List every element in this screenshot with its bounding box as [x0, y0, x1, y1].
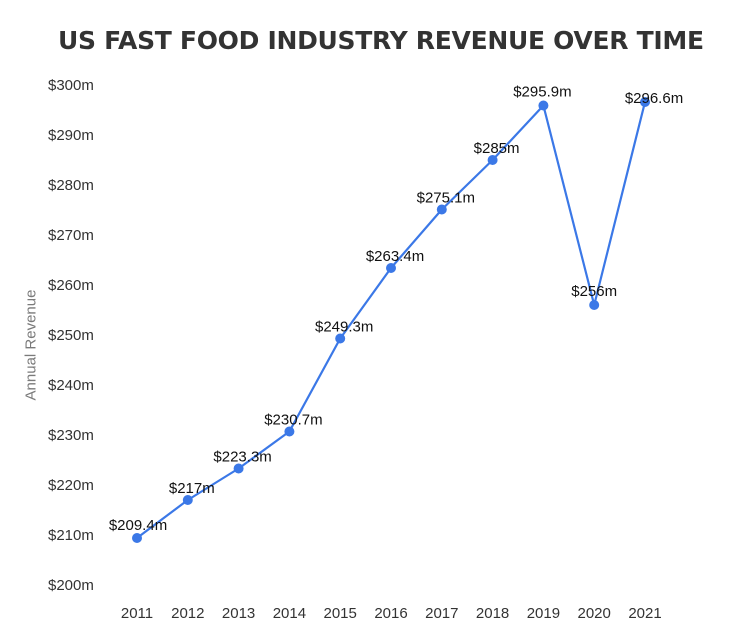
y-tick-label: $210m	[48, 527, 94, 544]
y-tick-label: $300m	[48, 77, 94, 94]
y-axis-ticks: $200m $210m $220m $230m $240m $250m $260m $270m…	[48, 77, 94, 594]
data-point	[436, 204, 447, 215]
data-point	[182, 495, 193, 505]
data-label: $295.9m	[513, 84, 571, 101]
y-tick-label: $270m	[48, 227, 94, 244]
data-labels-layer: $209.4m $217m $223.3m $230.7m $249.3m $263.4m…	[109, 84, 683, 535]
chart-title: US FAST FOOD INDUSTRY REVENUE OVER TIME	[58, 26, 704, 55]
data-point	[589, 300, 600, 310]
series-layer	[132, 97, 650, 543]
y-tick-label: $220m	[48, 477, 94, 494]
y-tick-label: $260m	[48, 277, 94, 294]
x-tick-label: 2018	[476, 605, 509, 622]
y-tick-label: $200m	[48, 577, 94, 594]
x-axis-ticks: 2011 2012 2013 2014 2015 2016 2017 2018 2019 2020…	[121, 605, 662, 622]
data-label: $230.7m	[264, 412, 322, 429]
data-point	[538, 100, 549, 111]
x-tick-label: 2015	[324, 605, 357, 622]
y-tick-label: $280m	[48, 177, 94, 194]
y-tick-label: $290m	[48, 127, 94, 144]
data-label: $275.1m	[417, 190, 475, 207]
x-tick-label: 2013	[222, 605, 255, 622]
data-label: $296.6m	[625, 90, 683, 107]
data-label: $285m	[474, 140, 520, 157]
data-label: $263.4m	[366, 248, 424, 265]
data-point	[386, 263, 396, 273]
x-tick-label: 2016	[374, 605, 407, 622]
x-tick-label: 2011	[121, 605, 153, 622]
data-point	[640, 97, 650, 107]
data-label: $217m	[169, 480, 215, 497]
data-point	[487, 155, 498, 165]
data-label: $256m	[571, 283, 617, 300]
data-label: $223.3m	[213, 449, 271, 466]
x-tick-label: 2020	[578, 605, 611, 622]
x-tick-label: 2021	[628, 605, 661, 622]
data-point	[284, 426, 295, 437]
y-tick-label: $240m	[48, 377, 94, 394]
y-tick-label: $230m	[48, 427, 94, 444]
x-tick-label: 2014	[273, 605, 306, 622]
data-label: $249.3m	[315, 319, 373, 336]
data-point	[335, 333, 346, 344]
x-tick-label: 2017	[425, 605, 458, 622]
data-label: $209.4m	[109, 517, 167, 534]
x-tick-label: 2019	[527, 605, 560, 622]
y-tick-label: $250m	[48, 327, 94, 344]
data-point	[233, 463, 244, 474]
x-tick-label: 2012	[171, 605, 204, 622]
series-line	[136, 101, 647, 539]
data-point	[132, 533, 142, 543]
